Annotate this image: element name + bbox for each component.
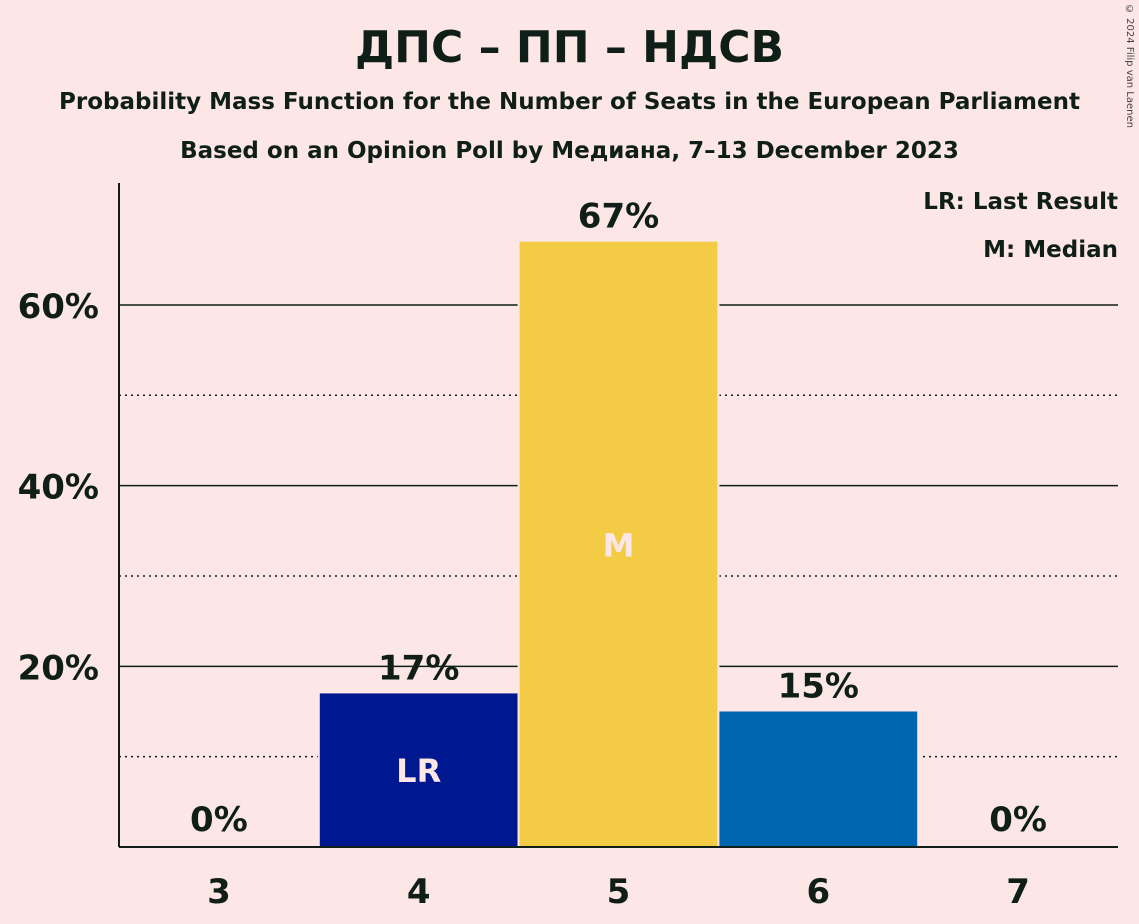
x-tick-label: 5 (607, 872, 631, 912)
chart-source-line: Based on an Opinion Poll by Медиана, 7–1… (180, 138, 959, 164)
chart-title: ДПС – ПП – НДСВ (354, 22, 785, 73)
axes (118, 183, 1118, 848)
x-tick-label: 6 (806, 872, 830, 912)
chart-subtitle: Probability Mass Function for the Number… (59, 89, 1080, 115)
bar-marker-label: LR (396, 752, 441, 790)
y-tick-label: 60% (18, 287, 99, 327)
bars (317, 239, 920, 848)
bar (719, 711, 918, 847)
bar (519, 241, 718, 848)
x-tick-label: 7 (1006, 872, 1030, 912)
bar-marker-label: M (603, 526, 635, 564)
bar (319, 693, 518, 847)
x-tick-label: 3 (207, 872, 231, 912)
x-tick-label: 4 (407, 872, 431, 912)
data-label: 17% (378, 648, 459, 688)
copyright-note: © 2024 Filip van Laenen (1124, 4, 1135, 128)
data-label: 67% (578, 197, 659, 237)
legend-last-result: LR: Last Result (923, 189, 1118, 215)
data-label: 0% (190, 800, 248, 840)
data-label: 0% (989, 800, 1047, 840)
legend-median: M: Median (983, 237, 1118, 263)
y-tick-label: 40% (18, 468, 99, 508)
y-tick-label: 20% (18, 648, 99, 688)
data-label: 15% (778, 666, 859, 706)
